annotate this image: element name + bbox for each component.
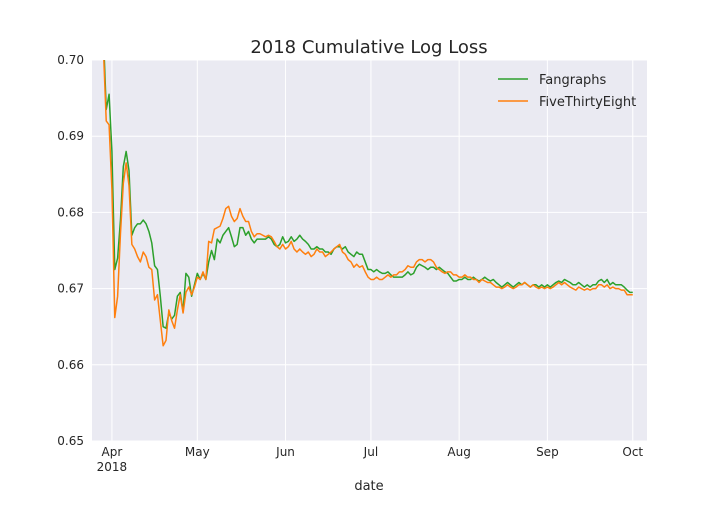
x-tick-label: Jun <box>275 445 295 459</box>
x-axis-label: date <box>354 479 383 494</box>
chart-title: 2018 Cumulative Log Loss <box>250 37 487 58</box>
series-line-fangraphs <box>103 60 633 329</box>
series-line-fivethirtyeight <box>103 60 633 347</box>
x-tick-label: Apr <box>102 445 123 459</box>
series-layer <box>103 60 633 347</box>
y-tick-label: 0.65 <box>57 434 84 448</box>
legend: Fangraphs FiveThirtyEight <box>498 73 636 110</box>
x-tick-label: Jul <box>363 445 378 459</box>
y-tick-label: 0.67 <box>57 282 84 296</box>
y-tick-label: 0.70 <box>57 53 84 67</box>
plot-area <box>92 60 647 441</box>
y-tick-label: 0.69 <box>57 129 84 143</box>
legend-label: Fangraphs <box>539 73 607 88</box>
legend-label: FiveThirtyEight <box>539 95 636 110</box>
x-tick-label: May <box>185 445 210 459</box>
x-tick-label: Aug <box>447 445 470 459</box>
x-tick-sublabel: 2018 <box>97 460 128 474</box>
y-tick-label: 0.66 <box>57 358 84 372</box>
x-tick-label: Oct <box>622 445 643 459</box>
y-tick-label: 0.68 <box>57 205 84 219</box>
x-tick-label: Sep <box>536 445 559 459</box>
